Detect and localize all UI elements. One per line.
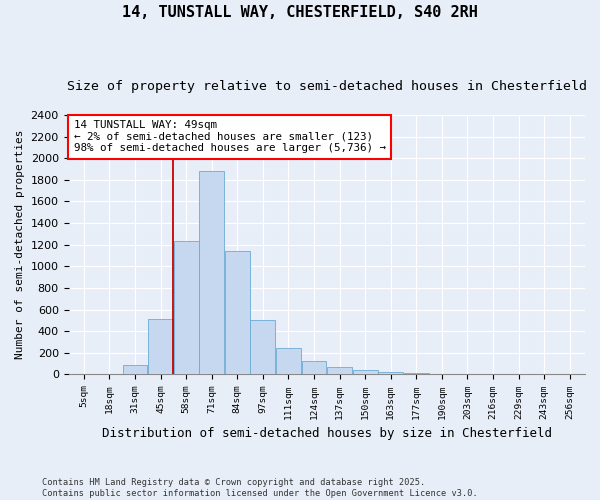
Bar [378, 372, 403, 374]
Bar [148, 320, 173, 374]
Bar [199, 171, 224, 374]
Bar [276, 348, 301, 374]
Y-axis label: Number of semi-detached properties: Number of semi-detached properties [15, 130, 25, 360]
X-axis label: Distribution of semi-detached houses by size in Chesterfield: Distribution of semi-detached houses by … [102, 427, 552, 440]
Text: 14 TUNSTALL WAY: 49sqm
← 2% of semi-detached houses are smaller (123)
98% of sem: 14 TUNSTALL WAY: 49sqm ← 2% of semi-deta… [74, 120, 386, 154]
Text: Contains HM Land Registry data © Crown copyright and database right 2025.
Contai: Contains HM Land Registry data © Crown c… [42, 478, 478, 498]
Bar [302, 362, 326, 374]
Bar [122, 364, 148, 374]
Bar [174, 242, 199, 374]
Bar [250, 320, 275, 374]
Bar [225, 251, 250, 374]
Title: Size of property relative to semi-detached houses in Chesterfield: Size of property relative to semi-detach… [67, 80, 587, 93]
Text: 14, TUNSTALL WAY, CHESTERFIELD, S40 2RH: 14, TUNSTALL WAY, CHESTERFIELD, S40 2RH [122, 5, 478, 20]
Bar [353, 370, 377, 374]
Bar [327, 367, 352, 374]
